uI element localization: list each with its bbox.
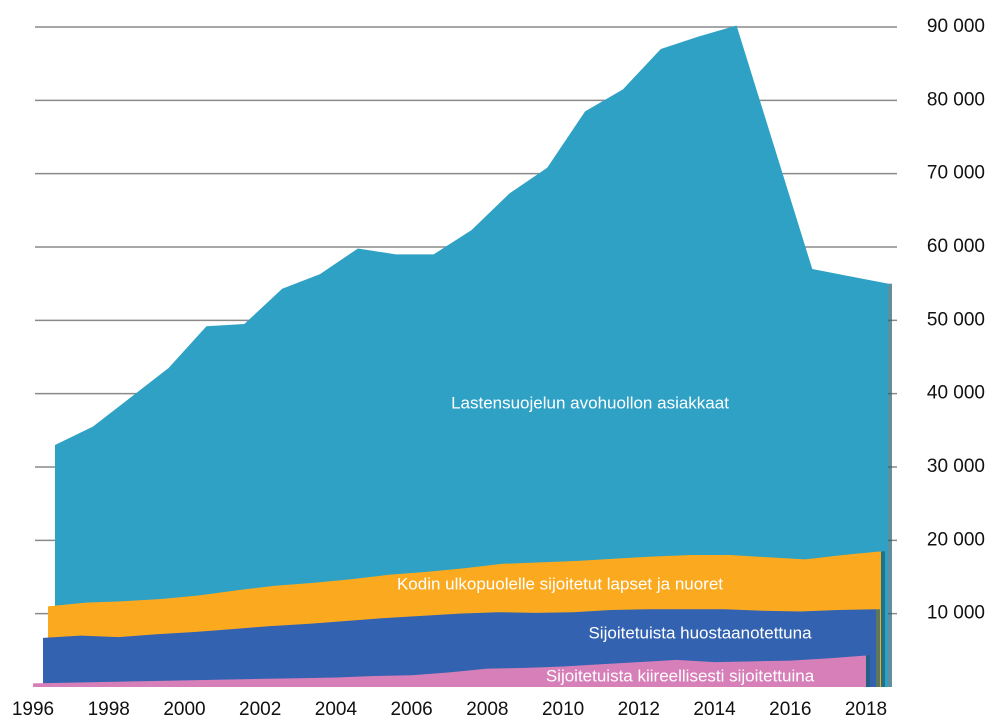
y-tick-label: 30 000 [927, 456, 985, 477]
y-tick-label: 70 000 [927, 163, 985, 184]
y-tick-label: 50 000 [927, 309, 985, 330]
x-tick-label: 2000 [163, 699, 205, 720]
series-label: Sijoitetuista kiireellisesti sijoitettui… [546, 666, 815, 685]
x-tick-label: 2006 [390, 699, 432, 720]
y-tick-label: 80 000 [927, 89, 985, 110]
series-label: Kodin ulkopuolelle sijoitetut lapset ja … [397, 574, 723, 593]
x-tick-label: 2002 [239, 699, 281, 720]
x-tick-label: 2018 [845, 699, 887, 720]
y-tick-label: 10 000 [927, 603, 985, 624]
x-tick-label: 2004 [315, 699, 358, 720]
x-tick-label: 1998 [88, 699, 130, 720]
x-tick-label: 2010 [542, 699, 584, 720]
x-tick-label: 1996 [12, 699, 54, 720]
x-tick-label: 2016 [769, 699, 811, 720]
y-tick-label: 60 000 [927, 236, 985, 257]
y-tick-label: 40 000 [927, 383, 985, 404]
x-tick-label: 2008 [466, 699, 508, 720]
x-tick-label: 2014 [693, 699, 736, 720]
area [33, 655, 866, 687]
area-edge [888, 283, 892, 687]
area-edge [866, 655, 870, 687]
y-tick-label: 20 000 [927, 529, 985, 550]
area-edge [876, 609, 880, 687]
series-label: Lastensuojelun avohuollon asiakkaat [451, 393, 729, 412]
y-tick-label: 90 000 [927, 16, 985, 37]
x-tick-label: 2012 [618, 699, 660, 720]
area-edge [881, 551, 885, 687]
area [55, 25, 888, 688]
series-label: Sijoitetuista huostaanotettuna [588, 623, 812, 642]
